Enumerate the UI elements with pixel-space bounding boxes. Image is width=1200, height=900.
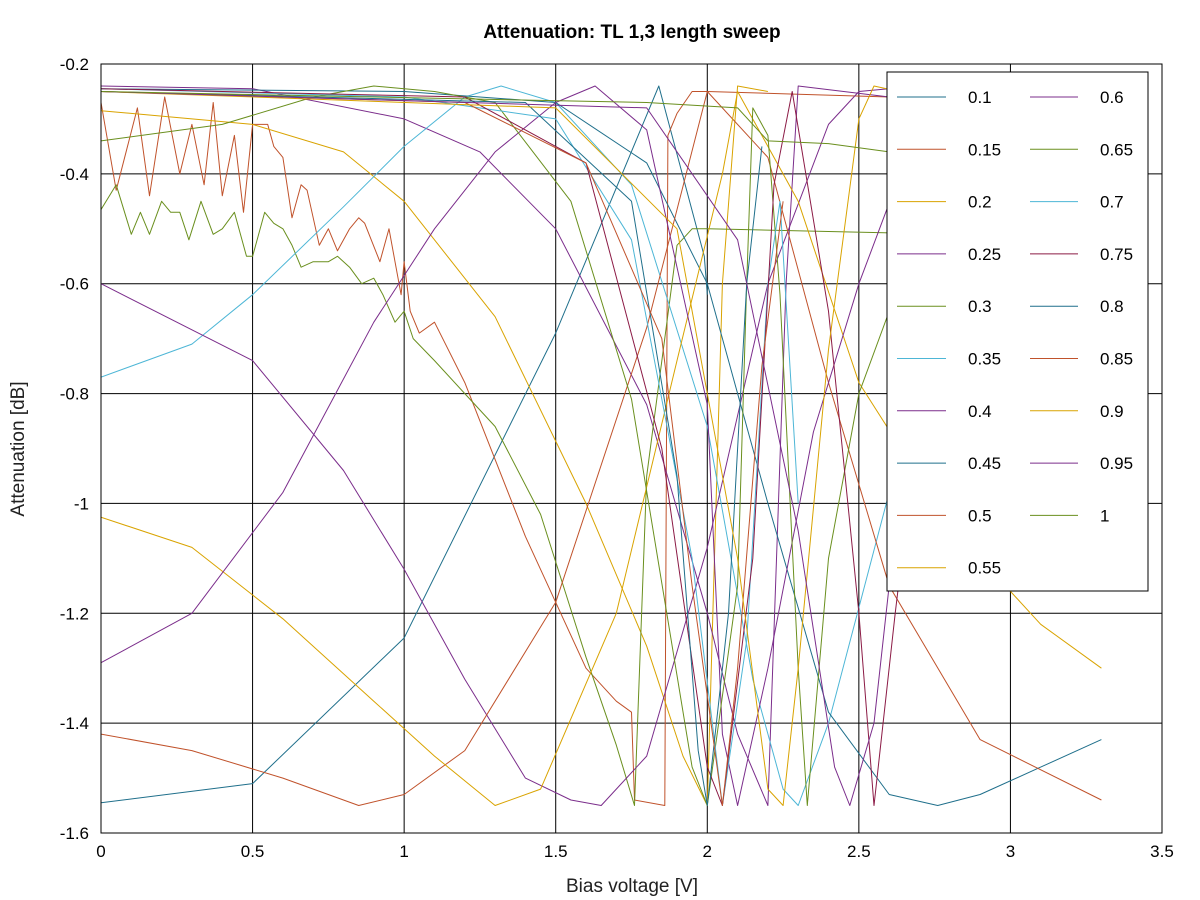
legend-entry: 0.1	[968, 88, 992, 107]
y-tick-label: -0.2	[60, 55, 89, 74]
series-line-0.1	[101, 85, 708, 804]
x-tick-label: 3	[1006, 842, 1015, 861]
series-line-0.7	[101, 88, 799, 806]
y-tick-label: -0.8	[60, 385, 89, 404]
legend-entry: 0.6	[1100, 88, 1124, 107]
legend-entry: 0.2	[968, 193, 992, 212]
x-tick-label: 1	[399, 842, 408, 861]
y-tick-label: -1.6	[60, 824, 89, 843]
series-line-0.3	[101, 184, 1102, 806]
x-tick-label: 2.5	[847, 842, 871, 861]
legend-entry: 0.95	[1100, 454, 1133, 473]
plot-frame	[100, 63, 1163, 834]
legend-entry: 0.5	[968, 506, 992, 525]
y-axis-ticks: -1.6 -1.4 -1.2 -1 -0.8 -0.6 -0.4 -0.2	[60, 55, 89, 843]
series-line-0.85	[101, 91, 784, 806]
y-tick-label: -1.4	[60, 714, 89, 733]
y-axis-label: Attenuation [dB]	[8, 381, 29, 516]
series-line-0.4	[101, 85, 1011, 806]
series-line-0.2	[101, 85, 768, 806]
x-axis-ticks: 0 0.5 1 1.5 2 2.5 3 3.5	[96, 842, 1174, 861]
legend-entry: 1	[1100, 506, 1109, 525]
series-line-0.15	[101, 91, 1011, 806]
x-tick-label: 3.5	[1150, 842, 1174, 861]
chart-title: Attenuation: TL 1,3 length sweep	[483, 22, 780, 43]
legend-entry: 0.3	[968, 297, 992, 316]
legend-entry: 0.9	[1100, 402, 1124, 421]
y-tick-label: -0.6	[60, 275, 89, 294]
legend-entry: 0.75	[1100, 245, 1133, 264]
legend-entry: 0.25	[968, 245, 1001, 264]
series-line-0.25	[101, 85, 1102, 806]
y-tick-label: -1.2	[60, 604, 89, 623]
legend-entry: 0.55	[968, 559, 1001, 578]
legend-entry: 0.85	[1100, 350, 1133, 369]
legend-entry: 0.35	[968, 350, 1001, 369]
series-line-0.45	[101, 88, 1102, 806]
x-tick-label: 2	[703, 842, 712, 861]
legend: 0.1 0.15 0.2 0.25 0.3 0.35 0.4 0.45 0.5 0.55 0.6 0.…	[886, 71, 1149, 592]
x-tick-label: 0.5	[241, 842, 265, 861]
legend-entry: 0.15	[968, 140, 1001, 159]
legend-entry: 0.65	[1100, 140, 1133, 159]
legend-entry: 0.7	[1100, 193, 1124, 212]
legend-entry: 0.45	[968, 454, 1001, 473]
x-tick-label: 1.5	[544, 842, 568, 861]
y-tick-label: -1	[74, 494, 89, 513]
legend-entry: 0.8	[1100, 297, 1124, 316]
series-line-0.8	[101, 91, 763, 806]
x-axis-label: Bias voltage [V]	[566, 876, 698, 897]
series-line-0.5	[101, 91, 1102, 806]
legend-box	[886, 71, 1149, 592]
series-line-0.75	[101, 88, 957, 806]
series-lines	[101, 85, 1102, 806]
y-tick-label: -0.4	[60, 165, 89, 184]
legend-entry: 0.4	[968, 402, 992, 421]
x-tick-label: 0	[96, 842, 105, 861]
